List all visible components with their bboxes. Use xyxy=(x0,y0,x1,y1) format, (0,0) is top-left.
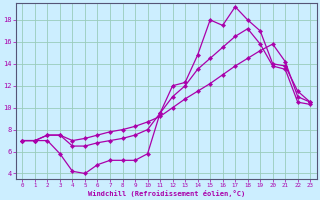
X-axis label: Windchill (Refroidissement éolien,°C): Windchill (Refroidissement éolien,°C) xyxy=(88,190,245,197)
